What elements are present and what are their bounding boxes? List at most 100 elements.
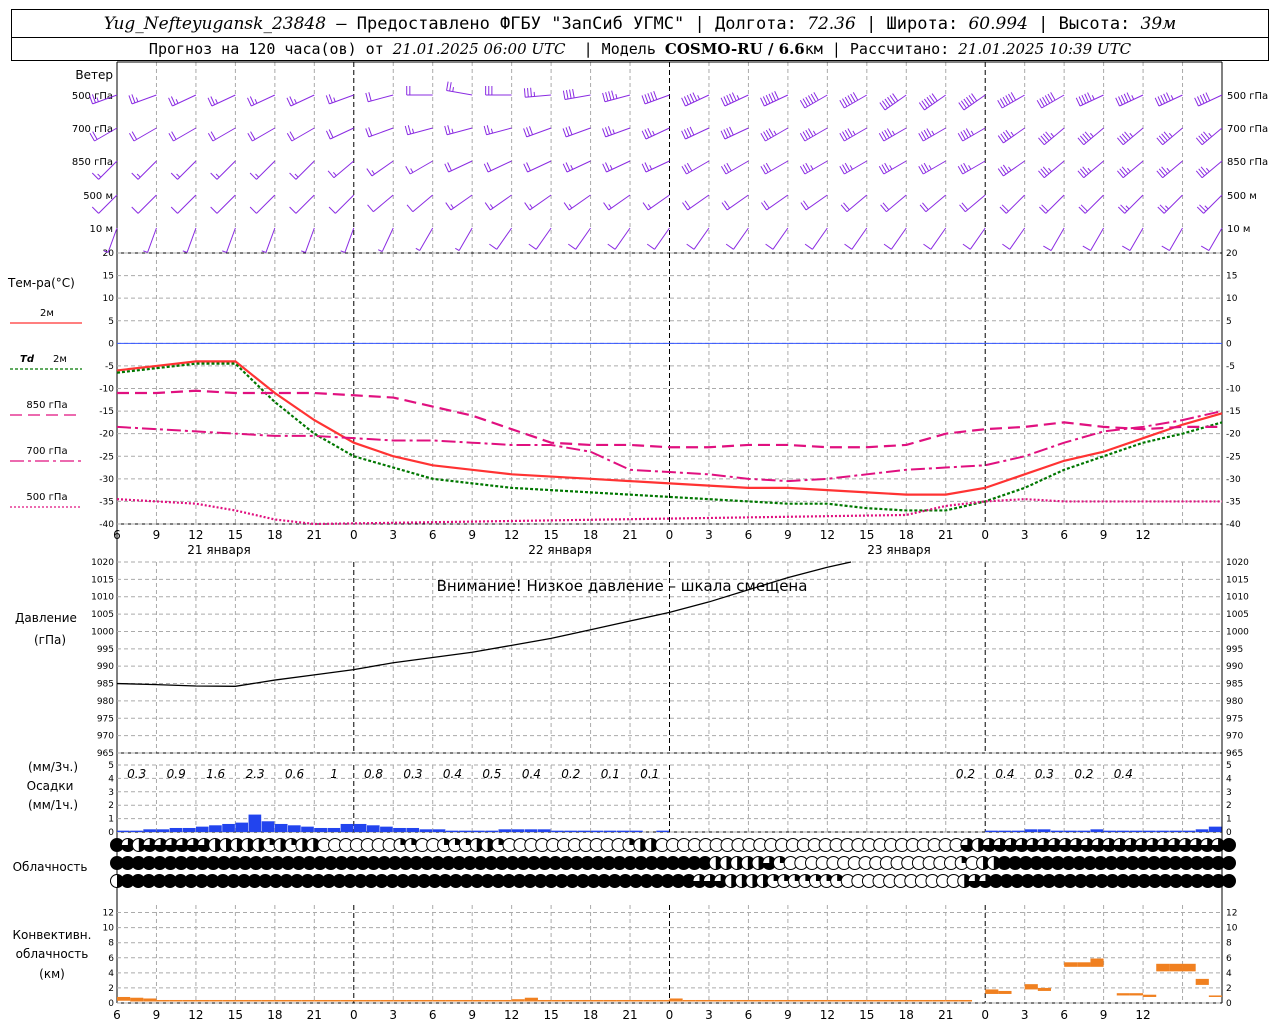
- cloud-symbol: [569, 856, 584, 870]
- cloud-symbol: [1123, 838, 1138, 852]
- wind-barb-feather: [366, 168, 373, 177]
- cloud-symbol: [1222, 856, 1236, 870]
- wind-barb-feather: [881, 164, 887, 173]
- wind-barb-feather: [103, 250, 109, 253]
- y-tick-label: 970: [97, 732, 114, 742]
- cloud-fill: [613, 856, 627, 870]
- cloud-symbol: [1031, 874, 1046, 888]
- wind-barb-feather: [649, 165, 653, 170]
- conv-bar: [353, 999, 367, 1002]
- y-tick-label: 1000: [1226, 627, 1249, 637]
- wind-barb-feather: [999, 206, 1007, 214]
- wind-barb-shaft: [1201, 160, 1223, 179]
- wind-barb-shaft: [1162, 160, 1183, 179]
- wind-barb-shaft: [886, 194, 907, 213]
- y-tick-label: 6: [1226, 954, 1232, 964]
- wind-barb-feather: [446, 81, 449, 91]
- wind-barb-feather: [686, 162, 693, 172]
- header-row-station: Yug_Nefteyugansk_23848 – Предоставлено Ф…: [12, 10, 1268, 38]
- wind-barb: [301, 227, 315, 253]
- wind-barb-feather: [960, 131, 966, 140]
- wind-barb-feather: [960, 100, 967, 109]
- wind-barb: [91, 194, 118, 214]
- x-tick-label: 0: [666, 1008, 674, 1022]
- precip-bar: [1169, 830, 1183, 832]
- wind-barb-shaft: [1122, 160, 1144, 179]
- cloud-fill: [1158, 856, 1172, 870]
- wind-barb-shaft: [256, 194, 276, 214]
- cloud-fill: [1201, 856, 1215, 870]
- wind-barb-feather: [1079, 135, 1087, 144]
- cloud-fill: [1102, 838, 1116, 852]
- cloud-fill: [1222, 838, 1236, 852]
- precip-bar: [985, 830, 998, 832]
- y-tick-label: -35: [1226, 497, 1241, 507]
- cloud-fill: [591, 856, 605, 870]
- wind-barb-feather: [763, 164, 769, 173]
- cloud-fill: [206, 856, 220, 870]
- wind-barb-shaft: [764, 94, 789, 107]
- pressure-panel: [116, 561, 852, 687]
- wind-barb: [524, 194, 552, 211]
- cloud-fill: [1113, 838, 1127, 852]
- wind-barb-shaft: [1009, 227, 1026, 250]
- wind-barb-feather: [176, 173, 181, 178]
- wind-barb-shaft: [962, 160, 986, 175]
- cloud-fill: [671, 874, 685, 888]
- wind-barb-feather: [802, 131, 808, 140]
- wind-barb-feather: [681, 130, 686, 140]
- cloud-fill: [623, 856, 637, 870]
- wind-barb: [365, 127, 394, 138]
- cloud-fill: [1222, 874, 1236, 888]
- precip-bar: [998, 830, 1012, 832]
- wind-barb-feather: [804, 243, 813, 250]
- cloud-fill: [555, 874, 569, 888]
- wind-barb-feather: [286, 132, 293, 142]
- wind-barb-shaft: [371, 160, 394, 177]
- cloud-fill: [1178, 838, 1192, 852]
- wind-barb: [210, 160, 236, 180]
- wind-level-label: 700 гПа: [72, 124, 113, 135]
- conv-bar: [616, 999, 631, 1002]
- wind-barb-feather: [729, 93, 734, 103]
- wind-barb-feather: [602, 163, 607, 173]
- model-label: | Модель: [583, 40, 656, 58]
- wind-barb-shaft: [526, 127, 552, 138]
- wind-barb-feather: [763, 200, 770, 209]
- wind-barb-feather: [1040, 135, 1047, 144]
- cloud-fill: [228, 856, 242, 870]
- conv-bar: [195, 999, 210, 1002]
- wind-barb-feather: [923, 98, 930, 107]
- cloud-fill: [527, 856, 541, 870]
- wind-barb-feather: [406, 204, 414, 213]
- wind-barb-feather: [686, 94, 692, 104]
- wind-barb-feather: [926, 128, 932, 137]
- wind-barb-shaft: [490, 194, 512, 211]
- wind-barb-shaft: [333, 160, 355, 179]
- wind-barb-feather: [1205, 167, 1210, 173]
- wind-barb-feather: [847, 128, 853, 137]
- legend-t2m-label: 2м: [40, 308, 54, 319]
- wind-barb-shaft: [1119, 94, 1144, 107]
- precipitation-panel: 0.3 0.9 1.6 2.3 0.6 1 0.8 0.3 0.4 0.5 0.4 0.2 0.1 0.1…: [117, 767, 1222, 832]
- cloud-fill: [997, 856, 1011, 870]
- conv-bar: [669, 998, 683, 1002]
- wind-barb-shaft: [251, 94, 276, 107]
- cloud-symbol: [1008, 856, 1023, 870]
- precip-3h-label: 0.3: [1035, 767, 1054, 781]
- cloud-fill: [982, 838, 996, 852]
- cloud-fill: [152, 874, 166, 888]
- cloud-fill: [1135, 838, 1149, 852]
- cloud-symbol: [491, 838, 506, 852]
- legend-td-prefix: Td: [20, 354, 35, 365]
- cloud-fill: [153, 856, 167, 870]
- wind-barb-feather: [215, 99, 218, 104]
- cloud-fill: [703, 874, 717, 888]
- wind-barb-feather: [963, 98, 970, 107]
- conv-bar: [1156, 963, 1170, 972]
- cloud-symbol: [302, 856, 317, 870]
- wind-barb-feather: [1001, 204, 1009, 212]
- wind-barb-feather: [805, 129, 811, 139]
- wind-barb: [957, 127, 986, 142]
- wind-barb: [1075, 92, 1104, 107]
